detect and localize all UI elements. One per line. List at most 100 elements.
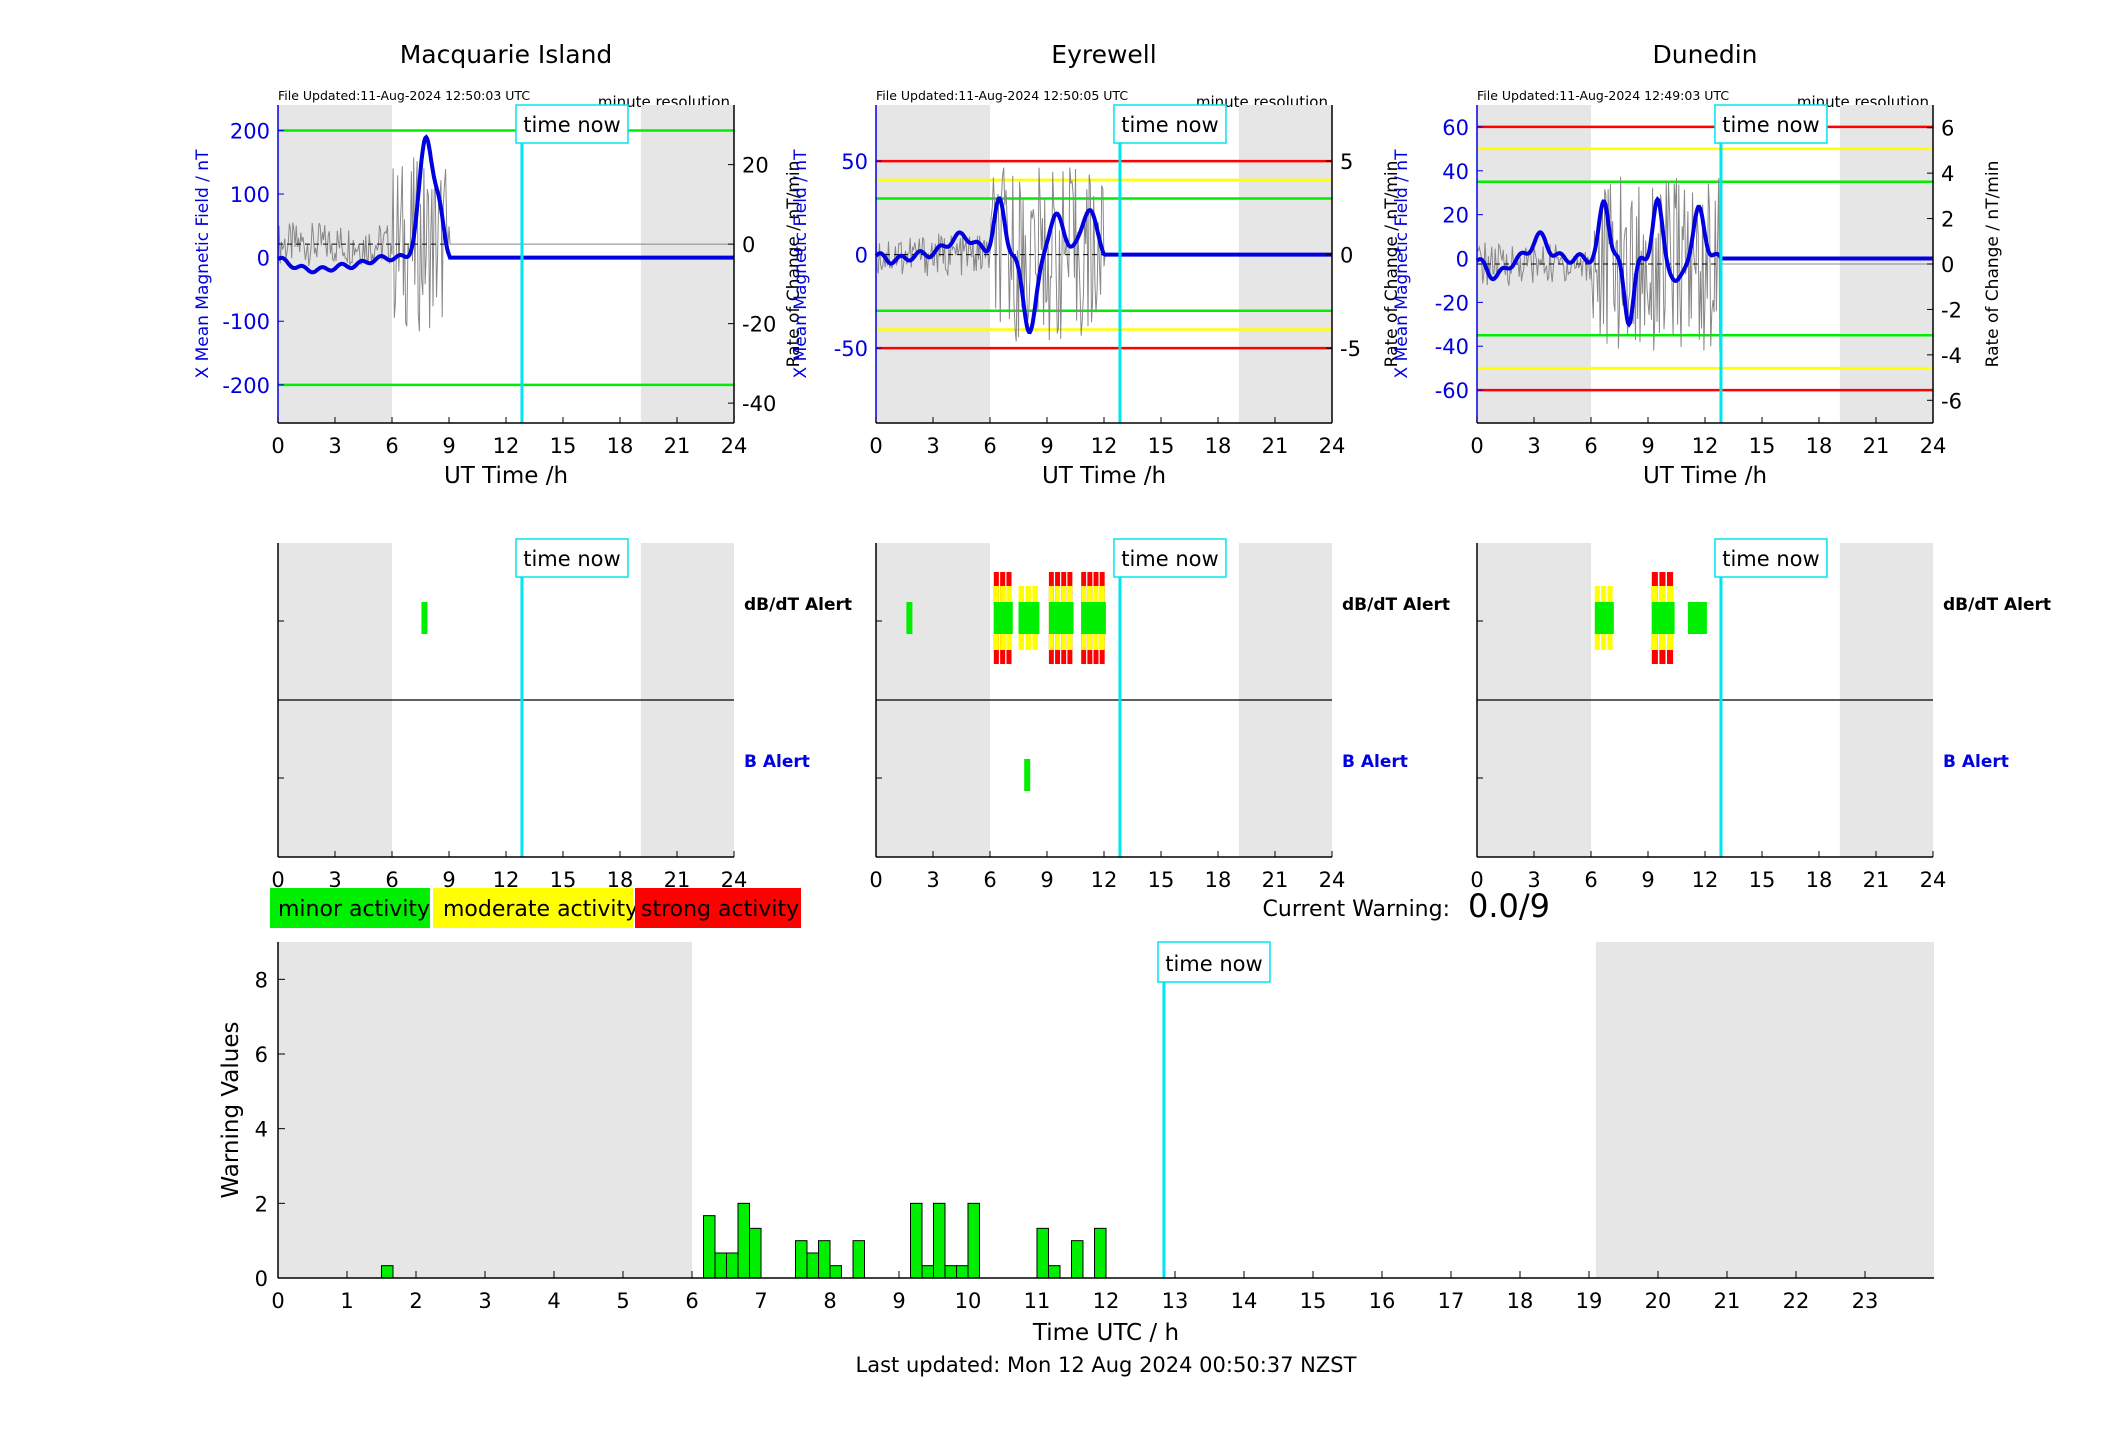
x-tick-label: 18	[1806, 868, 1833, 892]
x-tick-label: 12	[1091, 434, 1118, 458]
night-shading	[1595, 942, 1934, 1278]
x-tick-label: 6	[983, 868, 996, 892]
legend-minor-swatch	[270, 888, 430, 928]
night-shading	[278, 105, 392, 423]
left-tick-label: -20	[1435, 291, 1469, 315]
alert-plot: time now 0 3 6 9 12 15 18 21 24 dB/dT Alert B Alert	[869, 538, 1450, 892]
alert-plot: time now 0 3 6 9 12 15 18 21 24 dB/dT Alert B Alert	[1470, 538, 2051, 892]
left-tick-label: -40	[1435, 335, 1469, 359]
x-tick-label: 21	[1262, 868, 1289, 892]
right-axis-label: Rate of Change / nT/min	[1983, 161, 2003, 368]
time-now-label: time now	[1722, 113, 1819, 137]
x-tick-label: 6	[1584, 434, 1597, 458]
right-tick-label: 5	[1340, 150, 1353, 174]
x-tick-label: 21	[1863, 868, 1890, 892]
x-tick-label: 3	[328, 868, 341, 892]
x-tick-label: 15	[1749, 868, 1776, 892]
x-tick-label: 15	[1148, 868, 1175, 892]
dbdt-alert-bar-minor	[1018, 602, 1040, 634]
x-tick-label: 18	[1507, 1289, 1534, 1313]
legend-strong-label: strong activity	[641, 897, 799, 922]
x-tick-label: 21	[1714, 1289, 1741, 1313]
magnetic-field-trace	[277, 134, 734, 275]
left-tick-label: 60	[1442, 116, 1469, 140]
dbdt-alert-bar-minor	[1651, 602, 1675, 634]
time-now-label: time now	[523, 547, 620, 571]
x-tick-label: 24	[721, 434, 748, 458]
warning-bar	[737, 1202, 750, 1279]
warning-bar	[921, 1265, 935, 1279]
x-tick-label: 18	[607, 434, 634, 458]
station-title: Eyrewell	[1051, 40, 1156, 69]
x-tick-label: 20	[1645, 1289, 1672, 1313]
x-tick-label: 18	[1205, 434, 1232, 458]
station-panel-1: Eyrewell File Updated:11-Aug-2024 12:50:0…	[791, 40, 1450, 892]
right-tick-label: -2	[1941, 298, 1962, 322]
right-tick-label: 6	[1941, 117, 1954, 141]
right-tick-label: -6	[1941, 389, 1962, 413]
x-tick-label: 5	[616, 1289, 629, 1313]
time-now-label: time now	[1165, 952, 1262, 976]
x-tick-label: 3	[478, 1289, 491, 1313]
x-tick-label: 9	[1040, 868, 1053, 892]
x-tick-label: 21	[1863, 434, 1890, 458]
x-tick-label: 3	[1527, 434, 1540, 458]
warning-bar	[956, 1265, 969, 1279]
x-tick-label: 9	[1641, 868, 1654, 892]
warning-bar	[852, 1240, 866, 1279]
time-now-label: time now	[1121, 547, 1218, 571]
y-tick-label: 8	[255, 968, 268, 992]
x-tick-label: 24	[1319, 434, 1346, 458]
x-tick-label: 0	[869, 868, 882, 892]
b-alert-label: B Alert	[744, 752, 810, 772]
x-tick-label: 24	[1319, 868, 1346, 892]
x-tick-label: 2	[409, 1289, 422, 1313]
x-tick-label: 11	[1024, 1289, 1051, 1313]
file-updated-text: File Updated:11-Aug-2024 12:50:03 UTC	[278, 88, 530, 103]
right-tick-label: 2	[1941, 208, 1954, 232]
left-tick-label: 20	[1442, 204, 1469, 228]
activity-legend: minor activity moderate activity strong …	[270, 888, 801, 928]
warning-bar	[725, 1252, 739, 1279]
legend-strong-swatch	[635, 888, 801, 928]
dbdt-alert-bar-minor	[1048, 602, 1074, 634]
left-axis-label: X Mean Magnetic Field / nT	[193, 149, 213, 379]
right-tick-label: 20	[742, 154, 769, 178]
x-tick-label: 24	[1920, 868, 1947, 892]
warning-bar	[829, 1265, 842, 1279]
x-tick-label: 21	[664, 434, 691, 458]
x-tick-label: 16	[1369, 1289, 1396, 1313]
x-tick-label: 19	[1576, 1289, 1603, 1313]
night-shading	[278, 942, 692, 1278]
x-tick-label: 4	[547, 1289, 560, 1313]
dbdt-alert-bar-minor	[1081, 602, 1106, 634]
x-tick-label: 9	[1641, 434, 1654, 458]
x-tick-label: 15	[1749, 434, 1776, 458]
left-axis-label: X Mean Magnetic Field / nT	[791, 149, 811, 379]
time-now-box	[1113, 538, 1227, 578]
time-now-box	[515, 104, 629, 144]
x-tick-label: 15	[1300, 1289, 1327, 1313]
x-tick-label: 9	[892, 1289, 905, 1313]
x-tick-label: 0	[1470, 868, 1483, 892]
time-now-box	[515, 538, 629, 578]
x-tick-label: 12	[1692, 434, 1719, 458]
x-tick-label: 6	[983, 434, 996, 458]
x-axis-label: UT Time /h	[1643, 463, 1767, 489]
right-tick-label: 0	[1941, 253, 1954, 277]
time-now-label: time now	[523, 113, 620, 137]
station-title: Dunedin	[1653, 40, 1758, 69]
left-tick-label: 40	[1442, 160, 1469, 184]
current-warning-value: 0.0/9	[1468, 887, 1550, 925]
warning-bar	[944, 1265, 957, 1279]
y-tick-label: 4	[255, 1118, 268, 1142]
x-tick-label: 21	[1262, 434, 1289, 458]
magnetic-field-trace	[874, 196, 1332, 335]
magnetic-field-trace	[1475, 196, 1933, 328]
dbdt-alert-label: dB/dT Alert	[1943, 595, 2051, 615]
x-tick-label: 22	[1783, 1289, 1810, 1313]
